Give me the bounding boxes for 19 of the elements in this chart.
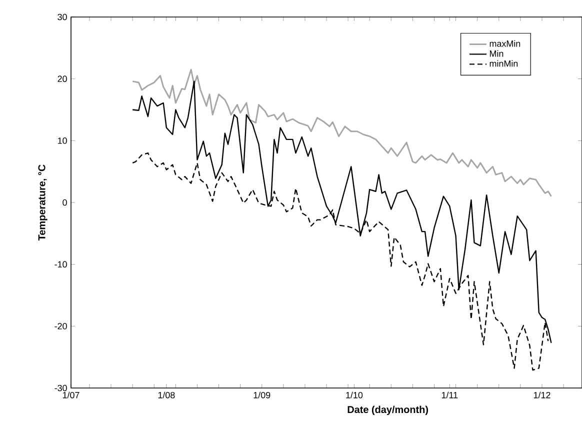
x-tick-label: 1/08 xyxy=(158,392,175,398)
x-tick-label: 1/09 xyxy=(254,392,270,398)
legend-label: minMin xyxy=(490,60,518,67)
y-tick-label: 20 xyxy=(58,76,67,82)
y-tick-label: -30 xyxy=(54,384,67,392)
y-tick-label: 0 xyxy=(62,199,67,206)
y-tick-label: -10 xyxy=(54,261,67,268)
x-tick-label: 1/07 xyxy=(62,392,80,398)
x-tick-label: 1/10 xyxy=(346,392,363,398)
y-tick-label: 10 xyxy=(58,137,67,144)
legend-label: maxMin xyxy=(490,40,520,47)
y-tick-label: -20 xyxy=(54,322,67,330)
y-tick-label: 30 xyxy=(58,14,67,20)
x-tick-label: 1/11 xyxy=(442,392,458,398)
x-tick-label: 1/12 xyxy=(534,392,550,398)
line-series xyxy=(132,68,552,198)
legend-label: Min xyxy=(490,50,504,57)
x-axis-title: Date (day/month) xyxy=(348,406,428,415)
y-axis-title: Temperature, °C xyxy=(38,164,48,241)
